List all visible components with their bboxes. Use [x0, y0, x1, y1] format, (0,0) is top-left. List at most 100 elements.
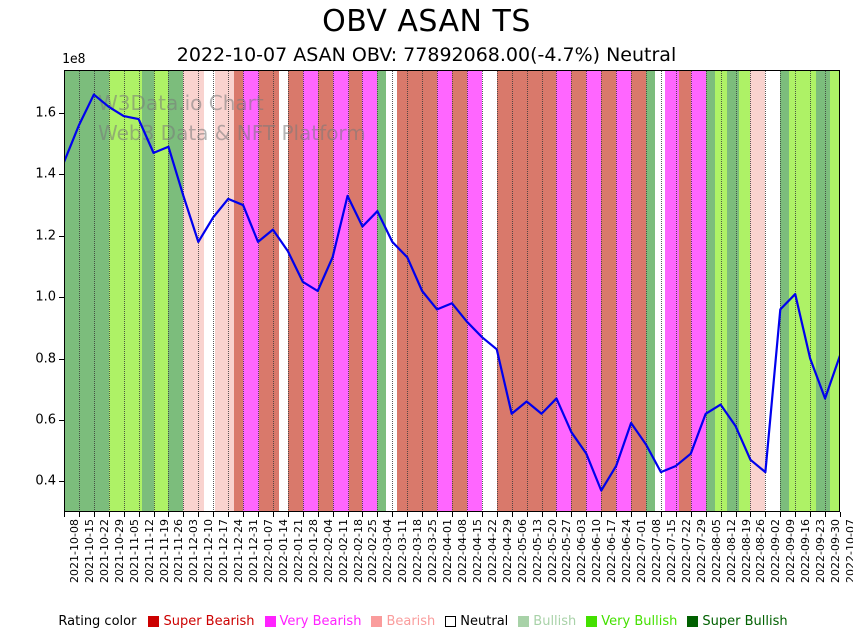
rating-band-super_bearish [452, 70, 467, 512]
x-tick-mark [243, 512, 245, 517]
x-tick-label: 2022-04-22 [485, 519, 499, 583]
legend-item[interactable]: Very Bullish [586, 614, 677, 629]
x-tick-label: 2021-12-17 [217, 519, 231, 583]
legend-item[interactable]: Neutral [445, 614, 508, 629]
rating-band-super_bearish [678, 70, 691, 512]
gridline [138, 70, 140, 512]
x-tick-label: 2021-10-22 [97, 519, 111, 583]
x-tick-mark [586, 512, 588, 517]
x-tick-label: 2022-01-28 [306, 519, 320, 583]
x-tick-label: 2022-05-27 [560, 519, 574, 583]
chart-title: OBV ASAN TS [322, 4, 531, 39]
gridline [347, 70, 349, 512]
gridline [496, 70, 498, 512]
legend-item[interactable]: Super Bearish [148, 614, 255, 629]
gridline [526, 70, 528, 512]
x-tick-mark [407, 512, 409, 517]
x-tick-mark [258, 512, 259, 517]
x-tick-mark [272, 512, 274, 517]
rating-band-neutral [765, 70, 781, 512]
y-axis-exponent-label: 1e8 [62, 52, 86, 67]
gridline [541, 70, 543, 512]
legend-item[interactable]: Bullish [518, 614, 576, 629]
rating-band-super_bearish [396, 70, 438, 512]
rating-band-bullish [780, 70, 790, 512]
legend-swatch-icon [445, 616, 457, 627]
legend-item[interactable]: Bearish [371, 614, 435, 629]
gridline [93, 70, 95, 512]
y-tick-label: 1.6 [35, 105, 56, 121]
gridline [750, 70, 752, 512]
rating-band-super_bearish [287, 70, 303, 512]
gridline [780, 70, 782, 512]
x-tick-label: 2022-04-08 [456, 519, 469, 583]
y-tick-mark [59, 419, 64, 421]
legend-swatch-icon [264, 616, 276, 627]
x-tick-mark [840, 512, 841, 517]
x-tick-label: 2022-02-04 [321, 519, 335, 583]
gridline [198, 70, 200, 512]
x-tick-label: 2021-11-26 [172, 519, 186, 583]
gridline [437, 70, 439, 512]
x-tick-mark [437, 512, 439, 517]
gridline [168, 70, 170, 512]
gridline [825, 70, 827, 512]
x-tick-label: 2022-01-07 [262, 519, 275, 583]
obv-line [64, 93, 840, 492]
gridline [123, 70, 125, 512]
x-tick-label: 2021-10-15 [82, 519, 96, 583]
gridline [765, 70, 767, 512]
x-tick-mark [810, 512, 812, 517]
x-tick-mark [377, 512, 379, 517]
x-tick-label: 2021-12-24 [232, 519, 246, 583]
gridline [466, 70, 468, 512]
x-tick-mark [720, 512, 722, 517]
x-tick-label: 2021-12-10 [202, 519, 216, 583]
rating-band-bullish [726, 70, 739, 512]
x-tick-mark [675, 512, 677, 517]
x-tick-mark [183, 512, 185, 517]
x-tick-label: 2022-05-20 [545, 519, 559, 583]
x-tick-mark [780, 512, 782, 517]
gridline [377, 70, 379, 512]
gridline [362, 70, 364, 512]
y-tick-label: 1.2 [35, 228, 56, 244]
x-tick-mark [556, 512, 558, 517]
legend-item[interactable]: Super Bullish [687, 614, 788, 629]
legend-title: Rating color [58, 614, 137, 629]
x-tick-mark [78, 512, 80, 517]
x-tick-label: 2022-03-04 [381, 519, 395, 583]
x-tick-mark [228, 512, 230, 517]
legend-swatch-icon [518, 616, 530, 627]
rating-band-very_bullish [801, 70, 817, 512]
rating-band-very_bearish [616, 70, 632, 512]
gridline [601, 70, 603, 512]
rating-band-super_bearish [571, 70, 587, 512]
legend-item[interactable]: Very Bearish [264, 614, 361, 629]
gridline [586, 70, 588, 512]
rating-band-super_bearish [317, 70, 333, 512]
gridline [631, 70, 633, 512]
gridline [452, 70, 453, 512]
gridline [571, 70, 573, 512]
gridline [511, 70, 513, 512]
x-tick-label: 2021-11-12 [142, 519, 156, 583]
x-tick-mark [123, 512, 125, 517]
x-tick-mark [511, 512, 513, 517]
y-tick-label: 0.4 [35, 473, 56, 489]
x-tick-label: 2022-08-12 [724, 519, 738, 583]
x-tick-mark [765, 512, 767, 517]
x-tick-mark [108, 512, 110, 517]
x-tick-label: 2022-01-14 [276, 519, 290, 583]
rating-band-super_bearish [601, 70, 617, 512]
rating-band-very_bearish [302, 70, 318, 512]
x-tick-mark [422, 512, 424, 517]
x-tick-mark [287, 512, 289, 517]
gridline [616, 70, 618, 512]
x-tick-label: 2022-04-29 [500, 519, 514, 583]
rating-band-very_bullish [153, 70, 169, 512]
gridline [78, 70, 80, 512]
x-tick-label: 2022-09-16 [799, 519, 813, 583]
x-tick-mark [466, 512, 468, 517]
